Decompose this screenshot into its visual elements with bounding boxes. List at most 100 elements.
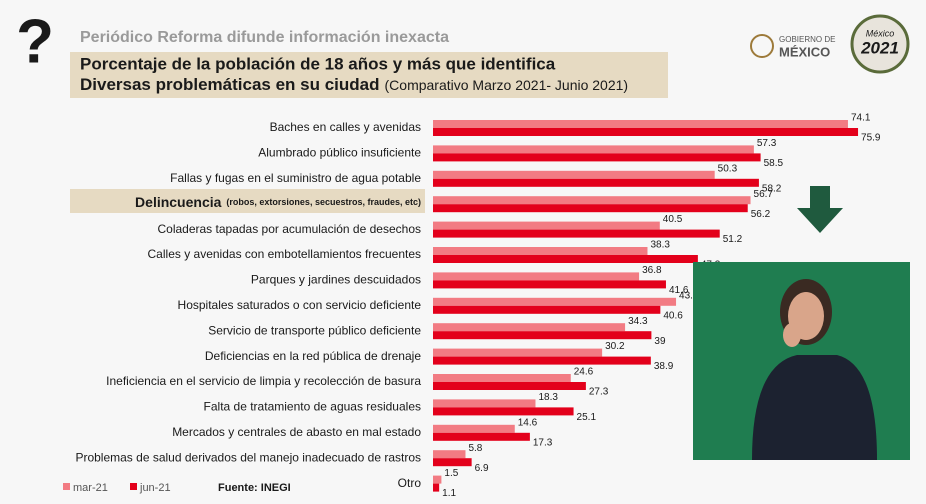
bar <box>433 196 751 205</box>
value-label: 51.2 <box>723 234 743 245</box>
bar <box>433 331 652 340</box>
year-logo-line1: México <box>866 28 895 38</box>
title-line1: Porcentaje de la población de 18 años y … <box>80 54 556 73</box>
title-box <box>70 52 668 98</box>
value-label: 24.6 <box>574 367 594 378</box>
value-label: 41.6 <box>669 285 689 296</box>
value-label: 38.9 <box>654 361 674 372</box>
category-label: Coladeras tapadas por acumulación de des… <box>157 222 421 236</box>
legend-swatch <box>63 483 70 490</box>
bar <box>433 170 715 179</box>
category-label: Falta de tratamiento de aguas residuales <box>204 400 421 414</box>
value-label: 14.6 <box>518 417 538 428</box>
value-label: 56.2 <box>751 209 771 220</box>
value-label: 74.1 <box>851 113 871 124</box>
gov-emblem <box>750 34 774 58</box>
category-label: Mercados y centrales de abasto en mal es… <box>172 425 421 439</box>
category-label: Alumbrado público insuficiente <box>258 146 421 160</box>
bar <box>433 221 660 230</box>
subtitle: Periódico Reforma difunde información in… <box>80 29 449 46</box>
value-label: 6.9 <box>475 463 489 474</box>
year-logo <box>850 14 910 74</box>
bar <box>433 247 648 255</box>
bar <box>433 204 748 213</box>
category-label: Hospitales saturados o con servicio defi… <box>178 298 422 312</box>
bar <box>433 424 515 433</box>
value-label: 5.8 <box>468 443 482 454</box>
gov-logo-line2: MÉXICO <box>779 44 830 59</box>
bar <box>433 450 466 459</box>
legend: mar-21 jun-21 <box>63 482 171 494</box>
value-label: 27.3 <box>589 387 609 398</box>
bar <box>433 348 603 357</box>
value-label: 58.2 <box>762 183 782 194</box>
bar <box>433 120 848 128</box>
bar <box>433 374 571 382</box>
value-label: 75.9 <box>861 133 881 144</box>
value-label: 57.3 <box>757 138 777 149</box>
bar <box>433 145 754 154</box>
value-label: 18.3 <box>538 392 558 403</box>
value-label: 56.7 <box>754 189 774 200</box>
bars: Baches en calles y avenidas 74.1 75.9 Alumb… <box>75 113 880 500</box>
bar <box>433 297 677 306</box>
gov-logo-line1: GOBIERNO DE <box>779 35 835 44</box>
value-label: 1.1 <box>442 488 456 499</box>
value-label: 58.5 <box>764 158 784 169</box>
category-label: Calles y avenidas con embotellamientos f… <box>148 247 421 261</box>
bar <box>433 458 472 467</box>
value-label: 50.3 <box>718 163 738 174</box>
bar <box>433 255 698 263</box>
video-overlay <box>693 262 910 460</box>
category-label: Ineficiencia en el servicio de limpia y … <box>106 374 421 388</box>
bar <box>433 305 661 314</box>
bar <box>433 272 640 281</box>
bar <box>433 432 530 441</box>
value-label: 17.3 <box>533 437 553 448</box>
bar <box>433 382 586 390</box>
value-label: 1.5 <box>444 468 458 479</box>
category-label: Baches en calles y avenidas <box>270 120 421 134</box>
value-label: 39 <box>654 336 666 347</box>
value-label: 38.3 <box>650 240 670 251</box>
category-label: Delincuencia (robos, extorsiones, secuest… <box>135 194 421 210</box>
bar <box>433 280 666 289</box>
legend-label: mar-21 <box>73 482 108 494</box>
category-label: Problemas de salud derivados del manejo … <box>75 450 421 464</box>
interpreter-hand <box>783 323 801 347</box>
legend-label: jun-21 <box>139 482 171 494</box>
bar <box>433 153 761 162</box>
down-arrow <box>797 186 843 233</box>
bar <box>433 356 651 365</box>
value-label: 36.8 <box>642 265 662 276</box>
bar <box>433 407 574 416</box>
category-label: Servicio de transporte público deficient… <box>208 323 421 337</box>
title-main: Diversas problemáticas en su ciudad <box>80 75 380 94</box>
bar <box>433 399 536 408</box>
value-label: 40.5 <box>663 214 683 225</box>
source: Fuente: INEGI <box>218 482 291 494</box>
question-icon: ? <box>16 7 54 76</box>
legend-swatch <box>130 483 137 490</box>
bar <box>433 475 442 484</box>
bar <box>433 178 759 187</box>
title-line2: Diversas problemáticas en su ciudad (Comp… <box>80 75 628 94</box>
value-label: 43.4 <box>679 290 699 301</box>
category-label: Deficiencias en la red pública de drenaj… <box>205 349 421 363</box>
title-note: (Comparativo Marzo 2021- Junio 2021) <box>385 77 629 93</box>
bar <box>433 229 720 238</box>
category-label: Otro <box>398 476 422 490</box>
highlight-box <box>70 189 425 213</box>
year-logo-line2: 2021 <box>860 38 899 57</box>
bar <box>433 323 626 332</box>
value-label: 25.1 <box>577 412 597 423</box>
value-label: 34.3 <box>628 316 648 327</box>
category-name: Delincuencia <box>135 194 222 210</box>
value-label: 40.6 <box>663 310 683 321</box>
bar <box>433 483 440 492</box>
interpreter-body <box>752 355 877 460</box>
value-label: 30.2 <box>605 341 625 352</box>
category-label: Fallas y fugas en el suministro de agua … <box>170 171 421 185</box>
category-label: Parques y jardines descuidados <box>251 273 421 287</box>
category-detail: (robos, extorsiones, secuestros, fraudes… <box>226 198 421 208</box>
